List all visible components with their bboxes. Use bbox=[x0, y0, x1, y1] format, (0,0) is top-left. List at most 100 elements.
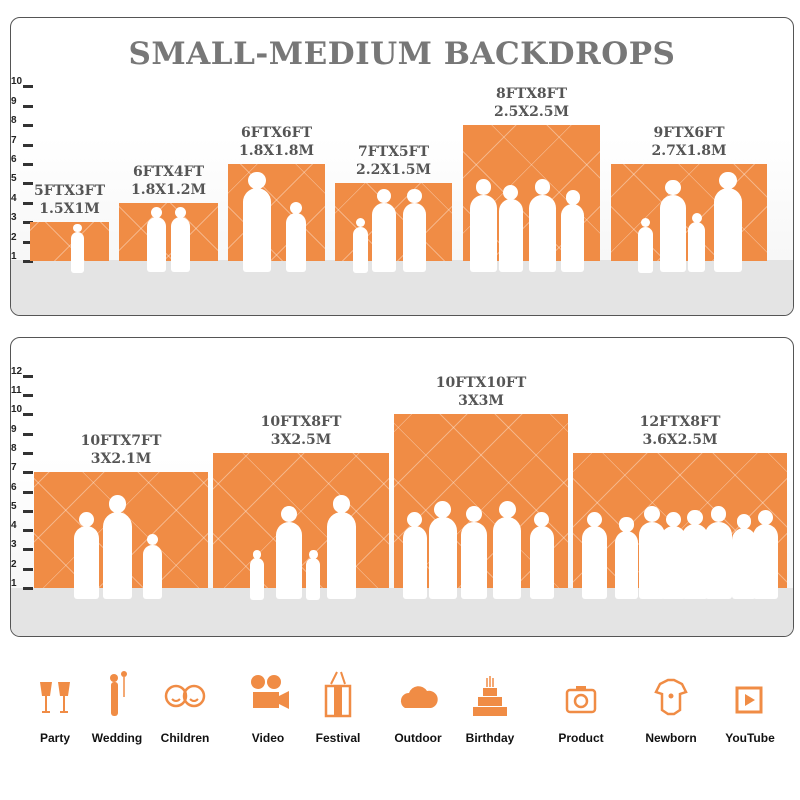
backdrop-size-10ftx10ft bbox=[394, 414, 568, 600]
camera-icon bbox=[556, 668, 606, 720]
person-silhouette-body bbox=[639, 521, 666, 600]
person-silhouette bbox=[248, 171, 266, 189]
baby-onesie-icon bbox=[646, 668, 696, 720]
person-silhouette-body bbox=[529, 194, 556, 273]
tick-label: 3 bbox=[11, 539, 17, 551]
tick-label: 8 bbox=[11, 115, 17, 127]
tick-mark bbox=[23, 490, 33, 494]
tick-mark bbox=[23, 432, 33, 436]
person-silhouette bbox=[644, 506, 661, 523]
person-silhouette bbox=[534, 179, 551, 196]
use-label-party: Party bbox=[39, 731, 71, 745]
tick-label: 5 bbox=[11, 173, 17, 185]
person-silhouette bbox=[434, 500, 452, 518]
backdrop-size-5ftx3ft bbox=[30, 222, 109, 273]
axis-tick: 3 bbox=[11, 212, 39, 228]
tick-mark bbox=[23, 201, 33, 205]
size-label: 7FTX5FT 2.2X1.5M bbox=[335, 143, 452, 179]
tick-label: 1 bbox=[11, 578, 17, 589]
axis-tick: 2 bbox=[11, 559, 39, 575]
video-camera-icon bbox=[243, 668, 293, 720]
tick-label: 1 bbox=[11, 251, 17, 262]
axis-tick: 3 bbox=[11, 539, 39, 555]
person-silhouette bbox=[665, 179, 682, 196]
person-silhouette-body bbox=[143, 544, 162, 600]
person-silhouette-body bbox=[498, 199, 524, 273]
axis-tick: 8 bbox=[11, 115, 39, 131]
person-silhouette bbox=[619, 517, 634, 532]
tick-mark bbox=[23, 221, 33, 225]
person-silhouette-body bbox=[614, 530, 639, 600]
person-silhouette-body bbox=[493, 516, 521, 600]
tick-label: 2 bbox=[11, 558, 17, 570]
axis-tick: 10 bbox=[11, 404, 39, 420]
person-silhouette-body bbox=[688, 222, 706, 273]
axis-tick: 5 bbox=[11, 173, 39, 189]
use-label-product: Product bbox=[558, 731, 604, 745]
tick-mark bbox=[23, 567, 33, 571]
size-feet: 10FTX7FT bbox=[80, 433, 162, 450]
tick-label: 4 bbox=[11, 520, 17, 532]
tick-mark bbox=[23, 548, 33, 552]
backdrop-size-10ftx8ft bbox=[213, 452, 389, 600]
size-label: 5FTX3FT 1.5X1M bbox=[30, 182, 109, 218]
tick-label: 3 bbox=[11, 212, 17, 224]
tick-label: 10 bbox=[11, 76, 23, 88]
use-label-festival: Festival bbox=[315, 731, 361, 745]
tick-mark bbox=[23, 143, 33, 147]
size-feet: 9FTX6FT bbox=[653, 125, 725, 141]
person-silhouette-body bbox=[705, 521, 732, 600]
size-feet: 10FTX8FT bbox=[260, 413, 342, 430]
backdrop-size-12ftx8ft bbox=[573, 452, 787, 600]
backdrop-size-6ftx4ft bbox=[119, 202, 218, 273]
size-feet: 12FTX8FT bbox=[639, 413, 721, 430]
person-silhouette bbox=[174, 206, 187, 218]
person-silhouette-body bbox=[470, 194, 497, 273]
tick-label: 8 bbox=[11, 442, 17, 454]
tick-mark bbox=[23, 471, 33, 475]
person-silhouette bbox=[503, 184, 519, 200]
person-silhouette bbox=[719, 171, 737, 189]
person-silhouette-body bbox=[582, 526, 607, 600]
tick-mark bbox=[23, 240, 33, 244]
size-label: 10FTX7FT 3X2.1M bbox=[34, 432, 208, 468]
person-silhouette bbox=[407, 189, 422, 204]
axis-tick: 5 bbox=[11, 501, 39, 517]
tick-mark bbox=[23, 451, 33, 455]
person-silhouette bbox=[108, 495, 127, 514]
person-silhouette bbox=[565, 190, 580, 205]
person-silhouette bbox=[691, 212, 702, 223]
tick-mark bbox=[23, 104, 33, 108]
person-silhouette-body bbox=[171, 217, 190, 273]
use-label-newborn: Newborn bbox=[645, 731, 697, 745]
person-silhouette bbox=[534, 511, 550, 527]
tick-mark bbox=[23, 260, 33, 263]
size-label: 10FTX10FT 3X3M bbox=[394, 374, 568, 410]
person-silhouette-body bbox=[275, 521, 302, 600]
size-meters: 3.6X2.5M bbox=[642, 431, 718, 448]
person-silhouette bbox=[475, 179, 492, 196]
tick-label: 9 bbox=[11, 423, 17, 435]
person-silhouette bbox=[280, 506, 297, 523]
size-label: 8FTX8FT 2.5X2.5M bbox=[463, 85, 600, 121]
person-silhouette bbox=[146, 533, 158, 546]
use-label-outdoor: Outdoor bbox=[394, 731, 442, 745]
person-silhouette bbox=[666, 511, 682, 527]
use-label-wedding: Wedding bbox=[91, 731, 143, 745]
use-label-birthday: Birthday bbox=[465, 731, 515, 745]
person-silhouette bbox=[332, 495, 351, 514]
size-feet: 10FTX10FT bbox=[435, 375, 527, 392]
person-silhouette-body bbox=[682, 524, 708, 600]
size-label: 9FTX6FT 2.7X1.8M bbox=[611, 124, 767, 160]
backdrop-size-9ftx6ft bbox=[611, 164, 767, 273]
tick-mark bbox=[23, 374, 33, 378]
person-silhouette bbox=[377, 189, 392, 204]
cloud-icon bbox=[393, 668, 443, 720]
tick-label: 7 bbox=[11, 134, 17, 146]
person-silhouette-body bbox=[561, 203, 585, 273]
size-meters: 3X2.1M bbox=[90, 451, 152, 468]
tick-label: 11 bbox=[11, 385, 22, 396]
panel-title: SMALL-MEDIUM BACKDROPS bbox=[128, 36, 676, 72]
use-label-youtube: YouTube bbox=[725, 731, 775, 745]
size-feet: 6FTX6FT bbox=[240, 125, 313, 141]
